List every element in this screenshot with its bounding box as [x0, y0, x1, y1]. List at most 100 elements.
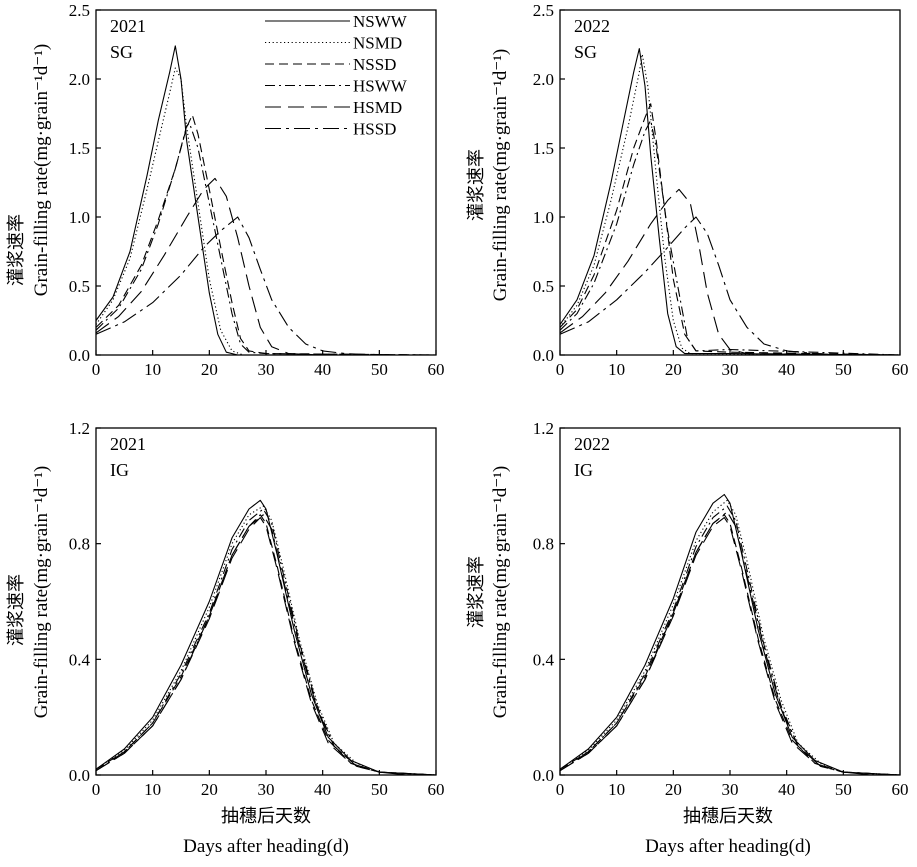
y-label-group-bottom-right: 灌浆速率: [466, 556, 487, 628]
y-tick-label: 1.2: [533, 419, 554, 438]
series-line-hssd: [95, 514, 437, 776]
series-line-nsww: [95, 45, 436, 356]
panel-group-label: IG: [110, 460, 129, 480]
panel-2021-sg: 0 10 20 30 40 50 60 0.0 0.5 1.0 1.5 2.0 2.5 2021 SG NSW…: [69, 1, 445, 379]
series-line-hsmd: [559, 188, 901, 356]
series-line-hsww: [559, 119, 901, 356]
panel-group-label: IG: [574, 460, 593, 480]
legend-label-nssd: NSSD: [353, 55, 396, 74]
x-tick-label: 30: [258, 360, 275, 379]
x-tick-label: 40: [314, 360, 331, 379]
x-tick-label: 0: [92, 780, 101, 799]
y-axis-label-cn: 灌浆速率: [466, 149, 487, 221]
y-label-group-top-left-en: Grain-filling rate(mg·grain⁻¹d⁻¹): [31, 44, 52, 297]
x-axis-label-cn: 抽穗后天数: [683, 806, 773, 827]
y-axis-label-cn: 灌浆速率: [6, 574, 27, 646]
y-tick-label: 0.0: [533, 766, 554, 785]
series-line-nsww: [559, 48, 901, 356]
panel-year-label: 2021: [110, 16, 146, 36]
y-tick-label: 1.5: [533, 139, 554, 158]
series-line-hssd: [559, 511, 901, 776]
panel-year-label: 2022: [574, 16, 610, 36]
x-tick-label: 10: [608, 360, 625, 379]
panel-group-label: SG: [574, 42, 597, 62]
x-tick-label: 40: [314, 780, 331, 799]
x-axis-label-cn: 抽穗后天数: [221, 806, 311, 827]
x-tick-label: 50: [835, 780, 852, 799]
x-tick-label: 0: [92, 360, 101, 379]
legend-label-hsww: HSWW: [353, 77, 408, 96]
y-tick-label: 2.5: [533, 1, 554, 20]
x-tick-label: 60: [428, 780, 445, 799]
series-line-nsmd: [559, 499, 901, 776]
series-line-nssd: [95, 114, 437, 356]
x-tick-label: 10: [144, 780, 161, 799]
y-axis-label-en: Grain-filling rate(mg·grain⁻¹d⁻¹): [490, 49, 511, 302]
y-label-group-bottom-right-en: Grain-filling rate(mg·grain⁻¹d⁻¹): [490, 466, 511, 719]
x-tick-label: 60: [892, 360, 909, 379]
legend-label-nsmd: NSMD: [353, 34, 402, 53]
series-line-hsmd: [95, 517, 437, 776]
legend-label-hssd: HSSD: [353, 120, 396, 139]
y-tick-label: 0.4: [69, 650, 91, 669]
x-tick-label: 20: [201, 360, 218, 379]
legend-label-nsww: NSWW: [353, 12, 408, 31]
x-tick-label: 50: [371, 780, 388, 799]
panel-group-label: SG: [110, 42, 133, 62]
series-line-hsmd: [95, 177, 436, 356]
y-axis-label-cn: 灌浆速率: [466, 556, 487, 628]
series-line-nsmd: [95, 67, 436, 356]
y-label-group-top-right: 灌浆速率: [466, 149, 487, 221]
y-axis-label-en: Grain-filling rate(mg·grain⁻¹d⁻¹): [31, 44, 52, 297]
series-line-hsmd: [559, 517, 901, 776]
y-label-group-bottom-left: 灌浆速率: [6, 574, 27, 646]
panel-2021-ig: 0 10 20 30 40 50 60 0.0 0.4 0.8 1.2 2021 IG: [69, 419, 445, 799]
panel-year-label: 2021: [110, 434, 146, 454]
series-line-nsww: [559, 493, 900, 776]
y-tick-label: 0.4: [533, 650, 555, 669]
series-line-nsmd: [95, 505, 437, 776]
y-tick-label: 2.0: [533, 70, 554, 89]
y-tick-label: 0.0: [69, 766, 90, 785]
y-tick-label: 0.8: [533, 535, 554, 554]
x-tick-label: 40: [778, 360, 795, 379]
series-line-nssd: [559, 103, 901, 356]
y-axis-label-cn: 灌浆速率: [6, 214, 27, 286]
y-axis-label-en: Grain-filling rate(mg·grain⁻¹d⁻¹): [31, 466, 52, 719]
y-tick-label: 0.5: [69, 277, 90, 296]
series-line-nssd: [559, 514, 901, 776]
series-line-hsww: [95, 508, 437, 776]
y-tick-label: 1.0: [69, 208, 90, 227]
y-tick-label: 2.0: [69, 70, 90, 89]
x-tick-label: 30: [722, 780, 739, 799]
x-tick-label: 10: [608, 780, 625, 799]
y-tick-label: 1.5: [69, 139, 90, 158]
x-tick-label: 0: [556, 780, 565, 799]
x-tick-label: 30: [722, 360, 739, 379]
series-line-hssd: [559, 216, 900, 356]
x-tick-label: 50: [835, 360, 852, 379]
x-tick-label: 40: [778, 780, 795, 799]
y-tick-label: 1.0: [533, 208, 554, 227]
series-line-nsmd: [559, 53, 901, 356]
y-label-group-bottom-left-en: Grain-filling rate(mg·grain⁻¹d⁻¹): [31, 466, 52, 719]
x-tick-label: 50: [371, 360, 388, 379]
y-tick-label: 0.5: [533, 277, 554, 296]
panel-2022-sg: 0 10 20 30 40 50 60 0.0 0.5 1.0 1.5 2.0 2.5 2022 SG: [533, 1, 909, 379]
x-tick-label: 0: [556, 360, 565, 379]
y-tick-label: 1.2: [69, 419, 90, 438]
x-tick-label: 60: [428, 360, 445, 379]
x-tick-label: 10: [144, 360, 161, 379]
y-tick-label: 2.5: [69, 1, 90, 20]
x-tick-label: 20: [665, 360, 682, 379]
y-label-group-top-left: 灌浆速率: [6, 214, 27, 286]
x-tick-label: 60: [892, 780, 909, 799]
x-axis-label-en: Days after heading(d): [645, 836, 811, 857]
y-tick-label: 0.0: [69, 346, 90, 365]
series-line-nssd: [95, 514, 437, 776]
series-line-nsww: [95, 499, 436, 776]
series-line-hssd: [95, 216, 436, 356]
x-axis-label-en: Days after heading(d): [183, 836, 349, 857]
y-label-group-top-right-en: Grain-filling rate(mg·grain⁻¹d⁻¹): [490, 49, 511, 302]
